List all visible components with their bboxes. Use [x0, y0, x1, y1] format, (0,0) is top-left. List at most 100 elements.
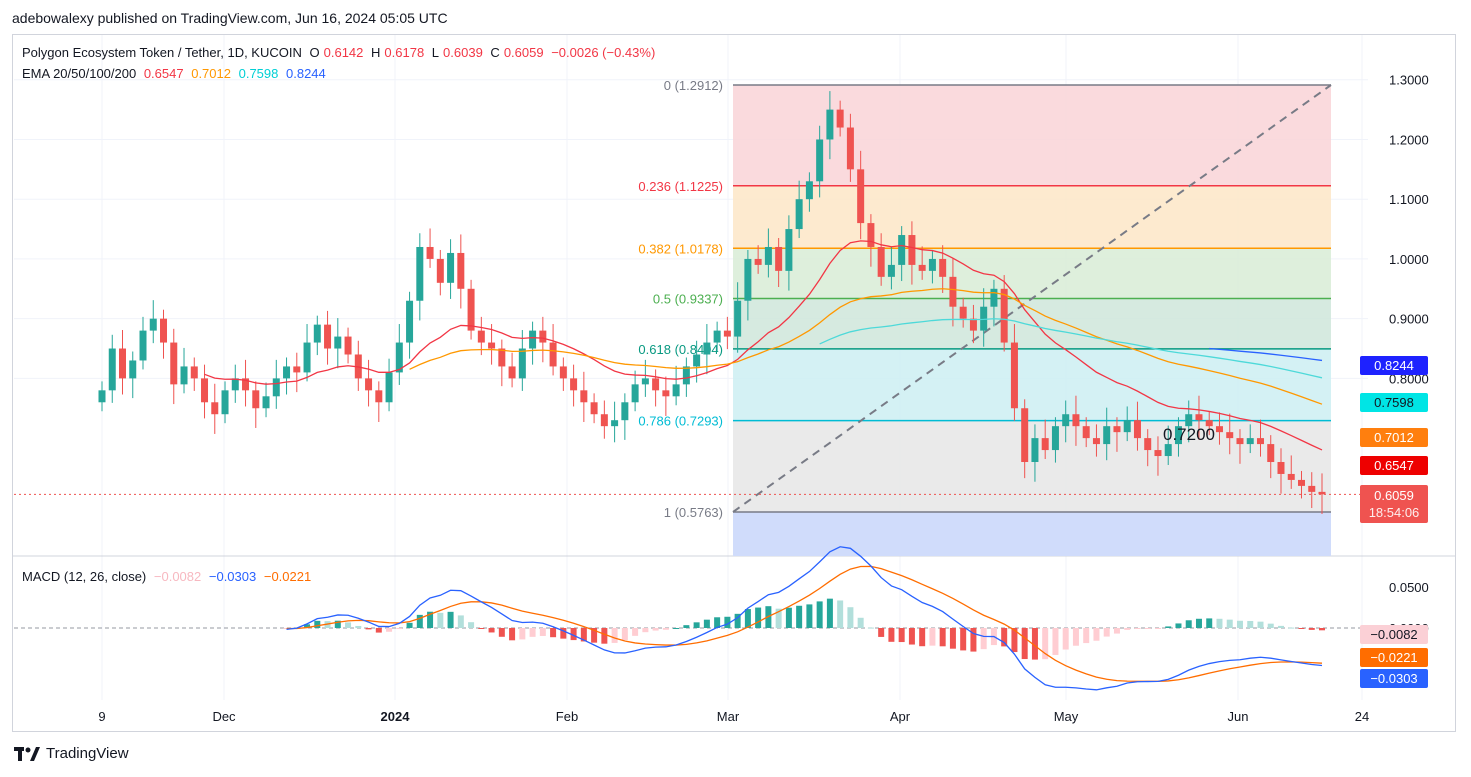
macd-hist-bar — [1308, 628, 1315, 630]
candle-body — [939, 258, 947, 277]
candle-body — [713, 330, 721, 343]
macd-hist-value: −0.0082 — [153, 569, 202, 584]
candle-body — [672, 384, 680, 397]
fib-zone — [733, 298, 1331, 349]
x-tick-label: 24 — [1355, 709, 1369, 724]
macd-hist-bar — [457, 615, 464, 628]
high-label: H — [371, 45, 381, 60]
fib-zone — [733, 348, 1331, 421]
ema-line-ema20 — [204, 240, 1323, 451]
macd-hist-bar — [1185, 620, 1192, 628]
x-tick-label: Feb — [556, 709, 578, 724]
candle-body — [406, 300, 414, 343]
candle-body — [1215, 426, 1223, 433]
macd-hist-bar — [1175, 623, 1182, 628]
candle-body — [365, 378, 373, 391]
candle-body — [98, 390, 106, 403]
candle-body — [1133, 420, 1141, 439]
candle-body — [1205, 420, 1213, 427]
ema50-value: 0.7012 — [191, 66, 231, 81]
macd-hist-bar — [1021, 628, 1028, 660]
low-label: L — [431, 45, 440, 60]
ema-line-ema200 — [1209, 347, 1323, 362]
ema20-value: 0.6547 — [143, 66, 184, 81]
macd-hist-bar — [898, 628, 905, 643]
candle-body — [662, 390, 670, 397]
candle-body — [754, 258, 762, 265]
candle-body — [436, 258, 444, 283]
candle-body — [293, 366, 301, 373]
candle-body — [867, 223, 875, 247]
candle-body — [1010, 342, 1018, 409]
candle-body — [1092, 438, 1100, 445]
macd-hist-bar — [1103, 628, 1110, 637]
macd-hist-bar — [908, 628, 915, 645]
candle-body — [508, 366, 516, 379]
macd-hist-bar — [345, 622, 352, 628]
macd-hist-bar — [642, 628, 649, 633]
fib-zone-extension — [733, 512, 1331, 556]
candle-body — [846, 127, 854, 170]
candle-body — [129, 360, 137, 379]
ohlc-values: O 0.6142 H 0.6178 L 0.6039 C 0.6059 −0.0026 … — [310, 45, 660, 60]
macd-hist-bar — [785, 607, 792, 628]
last-price-value: 0.6059 — [1374, 488, 1414, 503]
y-tick-label: 0.9000 — [1389, 312, 1429, 327]
candle-body — [764, 246, 772, 265]
macd-hist-bar — [1154, 628, 1161, 629]
macd-hist-bar — [775, 608, 782, 628]
fib-level-label: 0.236 (1.1225) — [638, 179, 723, 194]
macd-hist-bar — [888, 628, 895, 642]
candle-body — [1113, 426, 1121, 433]
fib-zone — [733, 420, 1331, 512]
macd-hist-bar — [1277, 625, 1284, 628]
candle-body — [611, 420, 619, 427]
macd-hist-bar — [960, 628, 967, 651]
macd-hist-bar — [437, 612, 444, 628]
macd-hist-bar — [601, 628, 608, 644]
ema20-price-tag: 0.6547 — [1360, 456, 1428, 475]
macd-line-value: −0.0303 — [208, 569, 257, 584]
macd-signal-tag: −0.0221 — [1360, 648, 1428, 667]
candle-body — [723, 330, 731, 337]
candle-body — [1164, 444, 1172, 457]
macd-hist-bar — [386, 628, 393, 632]
candle-body — [1000, 288, 1008, 343]
x-tick-label: Mar — [717, 709, 740, 724]
last-price-tag: 0.6059 18:54:06 — [1360, 485, 1428, 523]
open-label: O — [309, 45, 320, 60]
macd-hist-bar — [488, 628, 495, 633]
candle-body — [488, 342, 496, 349]
macd-hist-bar — [980, 628, 987, 650]
macd-hist-bar — [1195, 618, 1202, 628]
candle-body — [682, 366, 690, 385]
candle-body — [180, 366, 188, 385]
candle-body — [190, 366, 198, 379]
macd-hist-bar — [1319, 628, 1325, 631]
candle-body — [262, 396, 270, 409]
macd-line — [286, 546, 1323, 691]
candle-body — [1123, 420, 1131, 433]
fib-level-label: 1 (0.5763) — [664, 505, 723, 520]
fib-zone — [733, 185, 1331, 249]
macd-hist-bar — [1267, 623, 1274, 628]
fib-trend-line — [732, 84, 1332, 513]
candle-body — [1041, 438, 1049, 451]
macd-hist-bar — [724, 616, 731, 628]
macd-hist-bar — [427, 611, 434, 628]
macd-hist-bar — [1093, 628, 1100, 641]
candle-body — [242, 378, 250, 391]
macd-hist-bar — [857, 617, 864, 628]
symbol-legend: Polygon Ecosystem Token / Tether, 1D, KU… — [22, 45, 663, 60]
candle-body — [1236, 438, 1244, 445]
tradingview-logo[interactable]: TradingView — [14, 745, 129, 762]
macd-tick-label: 0.0500 — [1389, 580, 1429, 595]
candle-body — [559, 366, 567, 379]
close-label: C — [490, 45, 500, 60]
macd-hist-bar — [304, 624, 311, 628]
candle-body — [416, 246, 424, 301]
ema-line-ema100 — [819, 318, 1323, 379]
candle-body — [139, 330, 147, 361]
candle-body — [119, 348, 127, 379]
